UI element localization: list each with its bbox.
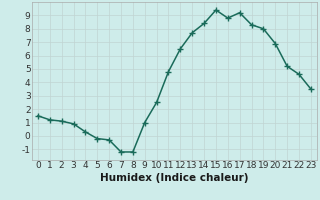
X-axis label: Humidex (Indice chaleur): Humidex (Indice chaleur) — [100, 173, 249, 183]
